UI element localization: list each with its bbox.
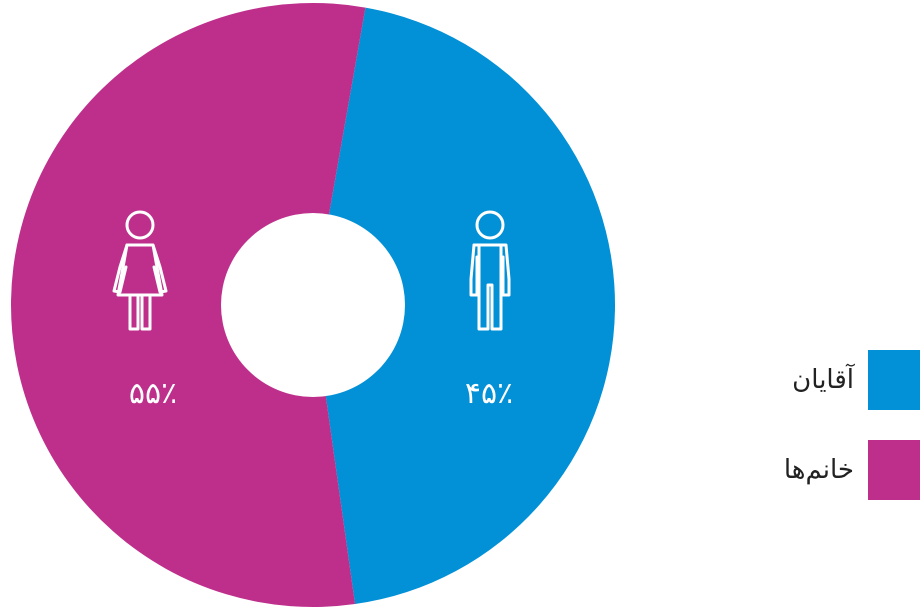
- man-icon: [469, 210, 511, 331]
- slice-men: [313, 7, 616, 605]
- legend-swatch-women: [868, 440, 920, 500]
- legend-item-men: آقایان: [792, 350, 920, 410]
- men-percent-label: ۴۵٪: [465, 376, 513, 411]
- legend-item-women: خانم‌ها: [784, 440, 920, 500]
- women-percent-label: ۵۵٪: [129, 376, 177, 411]
- legend-label-men: آقایان: [792, 365, 854, 395]
- legend-swatch-men: [868, 350, 920, 410]
- legend-label-women: خانم‌ها: [783, 455, 854, 485]
- slices-group: [11, 3, 616, 608]
- legend: آقایان خانم‌ها: [700, 350, 920, 510]
- donut-hole: [221, 213, 405, 397]
- slice-women: [11, 3, 366, 608]
- woman-icon: [112, 210, 168, 331]
